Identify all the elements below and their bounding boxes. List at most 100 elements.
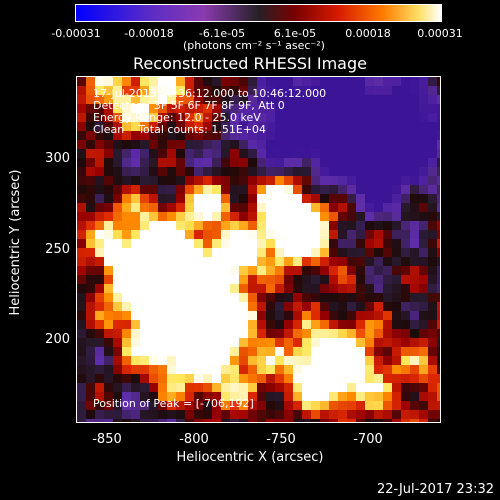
heatmap-cell [131,356,140,365]
heatmap-cell [347,176,356,185]
heatmap-cell [311,239,320,248]
heatmap-cell [266,338,275,347]
heatmap-cell [185,311,194,320]
heatmap-cell [293,131,302,140]
heatmap-cell [410,185,419,194]
heatmap-cell [311,140,320,149]
heatmap-cell [356,383,365,392]
heatmap-cell [311,230,320,239]
heatmap-cell [365,293,374,302]
heatmap-cell [95,275,104,284]
heatmap-cell [392,203,401,212]
heatmap-cell [356,239,365,248]
heatmap-cell [320,221,329,230]
heatmap-cell [329,311,338,320]
heatmap-cell [176,167,185,176]
heatmap-cell [338,86,347,95]
heatmap-cell [365,320,374,329]
heatmap-cell [86,203,95,212]
heatmap-cell [410,194,419,203]
heatmap-cell [158,167,167,176]
heatmap-cell [329,185,338,194]
heatmap-cell [194,158,203,167]
heatmap-cell [167,140,176,149]
heatmap-cell [302,113,311,122]
heatmap-cell [185,401,194,410]
heatmap-cell [95,338,104,347]
heatmap-cell [302,365,311,374]
heatmap-cell [185,392,194,401]
heatmap-cell [104,239,113,248]
heatmap-cell [347,419,356,422]
heatmap-cell [356,338,365,347]
heatmap-cell [176,356,185,365]
heatmap-cell [104,131,113,140]
heatmap-cell [275,113,284,122]
heatmap-cell [95,248,104,257]
heatmap-cell [212,86,221,95]
heatmap-cell [347,266,356,275]
heatmap-cell [158,410,167,419]
heatmap-cell [293,356,302,365]
heatmap-cell [392,266,401,275]
heatmap-cell [374,77,383,86]
heatmap-cell [86,320,95,329]
heatmap-cell [428,284,437,293]
heatmap-cell [401,77,410,86]
heatmap-cell [212,419,221,422]
heatmap-cell [131,284,140,293]
heatmap-cell [176,320,185,329]
annotation-peak: Position of Peak = [-706,192] [93,397,254,410]
heatmap-cell [311,176,320,185]
heatmap-cell [419,266,428,275]
heatmap-cell [311,77,320,86]
heatmap-cell [194,149,203,158]
heatmap-cell [329,302,338,311]
heatmap-cell [293,203,302,212]
heatmap-cell [194,104,203,113]
heatmap-cell [86,95,95,104]
heatmap-cell [329,266,338,275]
heatmap-cell [104,293,113,302]
heatmap-cell [419,329,428,338]
heatmap-cell [221,158,230,167]
annotation-detectors: Detectors: 3F 5F 6F 7F 8F 9F, Att 0 [93,99,285,112]
heatmap-cell [356,329,365,338]
heatmap-cell [347,257,356,266]
heatmap-cell [104,140,113,149]
heatmap-cell [428,149,437,158]
heatmap-cell [212,122,221,131]
heatmap-cell [248,293,257,302]
heatmap-cell [383,149,392,158]
heatmap-cell [239,230,248,239]
heatmap-cell [113,338,122,347]
heatmap-cell [221,104,230,113]
heatmap-cell [104,284,113,293]
heatmap-cell [257,158,266,167]
rhessi-image [76,76,441,423]
heatmap-cell [302,239,311,248]
heatmap-cell [392,401,401,410]
heatmap-cell [248,77,257,86]
heatmap-cell [419,248,428,257]
heatmap-cell [383,185,392,194]
heatmap-cell [158,185,167,194]
heatmap-cell [365,266,374,275]
heatmap-cell [185,356,194,365]
heatmap-cell [239,383,248,392]
heatmap-cell [365,221,374,230]
heatmap-cell [230,95,239,104]
heatmap-cell [131,365,140,374]
heatmap-cell [320,365,329,374]
heatmap-cell [284,311,293,320]
heatmap-cell [383,77,392,86]
heatmap-cell [410,248,419,257]
heatmap-cell [230,158,239,167]
heatmap-cell [230,401,239,410]
heatmap-cell [230,194,239,203]
heatmap-cell [140,320,149,329]
heatmap-cell [374,311,383,320]
heatmap-cell [230,275,239,284]
heatmap-cell [131,203,140,212]
heatmap-cell [212,338,221,347]
